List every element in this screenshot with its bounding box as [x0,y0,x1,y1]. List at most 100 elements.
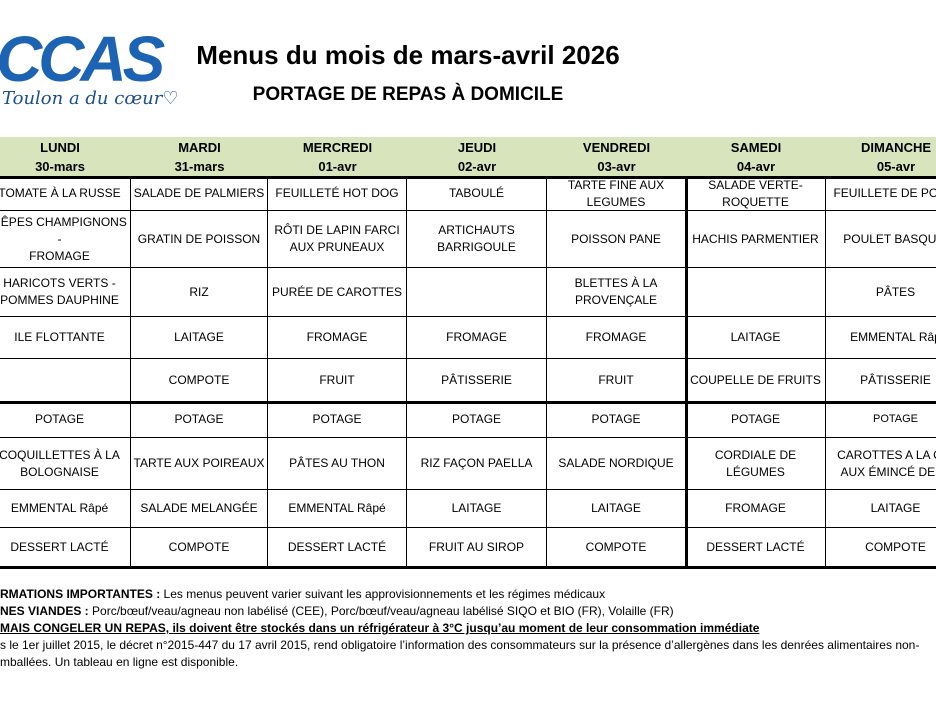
menu-cell: FEUILLETÉ HOT DOG [268,177,407,211]
menu-cell: FROMAGE [268,317,407,359]
day-date: 04-avr [736,159,776,174]
menu-cell: POTAGE [547,402,686,438]
note-bold: NES VIANDES : [0,604,89,618]
menu-cell: COMPOTE [547,528,686,568]
menu-cell: COMPOTE [131,359,268,402]
menu-cell: COUPELLE DE FRUITS [686,359,826,402]
menu-cell: RÊPES CHAMPIGNONS - FROMAGE [0,211,131,268]
menu-cell: GRATIN DE POISSON [131,211,268,268]
menu-cell: PÂTISSERIE [826,359,936,402]
menu-cell: TOMATE À LA RUSSE [0,177,131,211]
day-date: 03-avr [597,159,636,174]
menu-cell: PURÉE DE CAROTTES [268,268,407,317]
menu-cell: FRUIT [268,359,407,402]
note-text: Les menus peuvent varier suivant les app… [160,587,606,601]
day-date: 02-avr [457,159,497,174]
day-name: DIMANCHE [860,140,932,155]
menu-cell [0,359,131,402]
day-header: SAMEDI 04-avr [686,137,826,177]
day-name: VENDREDI [582,140,651,155]
thick-rule [0,176,936,179]
day-header: MARDI 31-mars [131,137,268,177]
menu-cell: RIZ FAÇON PAELLA [407,438,547,490]
menu-cell: PÂTISSERIE [407,359,547,402]
menu-cell: FRUIT AU SIROP [407,528,547,568]
menu-cell: LAITAGE [131,317,268,359]
note-bold: MAIS CONGELER UN REPAS, ils doivent être… [0,621,760,635]
menu-cell [686,268,826,317]
note-text: mballées. Un tableau en ligne est dispon… [0,655,239,669]
day-name: JEUDI [457,140,497,155]
menu-cell: POTAGE [131,402,268,438]
day-date: 01-avr [318,159,357,174]
menu-cell: POTAGE [0,402,131,438]
menu-cell: FRUIT [547,359,686,402]
menu-cell: FROMAGE [547,317,686,359]
note-text: Porc/bœuf/veau/agneau non labélisé (CEE)… [88,604,674,618]
menu-cell: COMPOTE [131,528,268,568]
menu-cell: DESSERT LACTÉ [268,528,407,568]
menu-cell: POTAGE [407,402,547,438]
menu-cell: EMMENTAL Râpé [268,490,407,528]
title: Menus du mois de mars-avril 2026 [196,40,620,70]
menu-cell: LAITAGE [547,490,686,528]
menu-cell: SALADE VERTE- ROQUETTE [686,177,826,211]
menu-cell: TABOULÉ [407,177,547,211]
thick-rule [685,177,688,569]
menu-cell: SALADE NORDIQUE [547,438,686,490]
day-header: VENDREDI 03-avr [547,137,686,177]
day-name: MERCREDI [302,140,373,155]
day-header: LUNDI 30-mars [0,137,131,177]
menu-cell: FROMAGE [686,490,826,528]
day-name: LUNDI [40,140,80,155]
menu-cell: EMMENTAL Râp [826,317,936,359]
logo-tagline: Toulon a du cœur♡ [2,88,179,109]
menu-cell: LAITAGE [407,490,547,528]
menu-cell: POTAGE [686,402,826,438]
menu-cell: DESSERT LACTÉ [686,528,826,568]
menu-cell: POULET BASQUAI [826,211,936,268]
menu-cell: COMPOTE [826,528,936,568]
menu-cell: DESSERT LACTÉ [0,528,131,568]
menu-cell: CORDIALE DE LÉGUMES [686,438,826,490]
menu-cell: HACHIS PARMENTIER [686,211,826,268]
note-bold: RMATIONS IMPORTANTES : [0,587,161,601]
day-header: JEUDI 02-avr [407,137,547,177]
day-name: SAMEDI [730,140,782,155]
note-line: RMATIONS IMPORTANTES : Les menus peuvent… [0,587,605,601]
note-line: mballées. Un tableau en ligne est dispon… [0,655,238,669]
menu-cell: RÔTI DE LAPIN FARCI AUX PRUNEAUX [268,211,407,268]
menu-cell: PÂTES AU THON [268,438,407,490]
menu-cell: SALADE DE PALMIERS [131,177,268,211]
day-header: DIMANCHE 05-avr [826,137,936,177]
menu-cell: ILE FLOTTANTE [0,317,131,359]
menu-cell: RIZ [131,268,268,317]
menu-cell: SALADE MELANGÉE [131,490,268,528]
menu-cell: LAITAGE [686,317,826,359]
day-date: 05-avr [876,159,916,174]
menu-cell: HARICOTS VERTS - POMMES DAUPHINE [0,268,131,317]
note-line: MAIS CONGELER UN REPAS, ils doivent être… [0,621,759,635]
menu-cell: PÂTES [826,268,936,317]
menu-cell: COQUILLETTES À LA BOLOGNAISE [0,438,131,490]
note-text: s le 1er juillet 2015, le décret n°2015-… [0,638,920,652]
menu-cell: BLETTES À LA PROVENÇALE [547,268,686,317]
thick-rule [0,566,936,569]
day-date: 31-mars [174,159,225,174]
day-date: 30-mars [35,159,85,174]
menu-cell: ARTICHAUTS BARRIGOULE [407,211,547,268]
note-line: NES VIANDES : Porc/bœuf/veau/agneau non … [0,604,674,618]
note-line: s le 1er juillet 2015, le décret n°2015-… [0,638,919,652]
menu-cell: LAITAGE [826,490,936,528]
day-name: MARDI [178,140,221,155]
menu-cell: TARTE FINE AUX LEGUMES [547,177,686,211]
menu-cell: FROMAGE [407,317,547,359]
menu-cell: EMMENTAL Râpé [0,490,131,528]
subtitle: PORTAGE DE REPAS À DOMICILE [252,84,564,105]
day-header: MERCREDI 01-avr [268,137,407,177]
menu-cell: TARTE AUX POIREAUX [131,438,268,490]
menu-cell: POTAGE [268,402,407,438]
menu-cell [407,268,547,317]
menu-cell: FEUILLETE DE POISS [826,177,936,211]
